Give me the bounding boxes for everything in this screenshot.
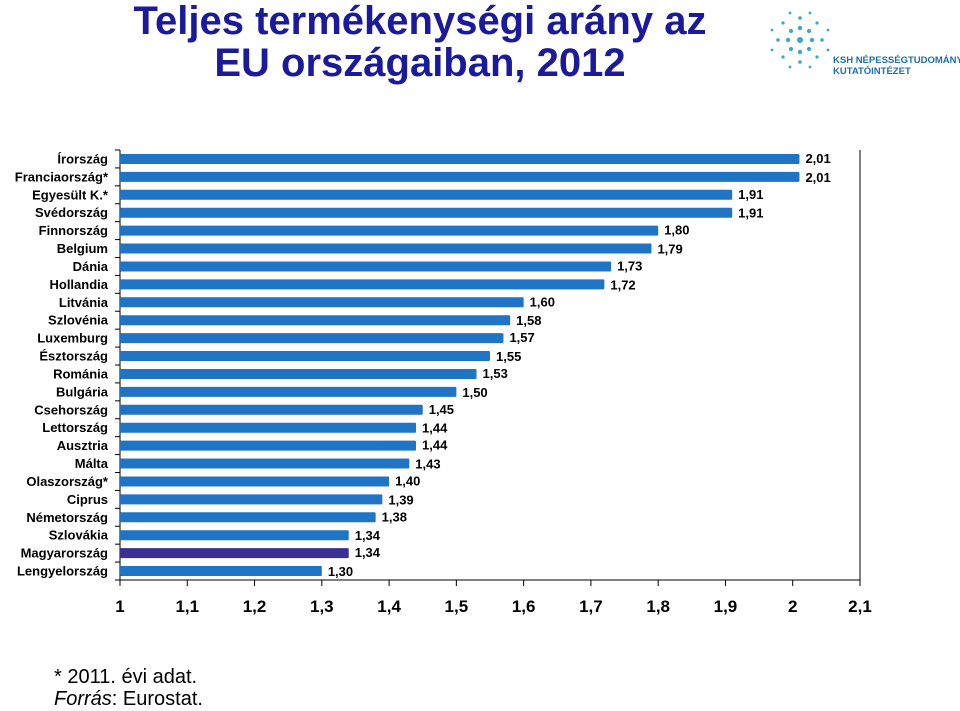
bar bbox=[120, 404, 423, 415]
category-label: Ausztria bbox=[57, 438, 109, 453]
value-label: 1,43 bbox=[415, 457, 440, 472]
logo-text-line-2: KUTATÓINTÉZET bbox=[833, 66, 911, 77]
value-label: 1,44 bbox=[422, 438, 448, 453]
category-label: Svédország bbox=[35, 205, 108, 220]
category-label: Lettország bbox=[42, 420, 108, 435]
x-tick-label: 2,1 bbox=[848, 597, 872, 616]
value-label: 1,58 bbox=[516, 313, 541, 328]
bar bbox=[120, 351, 490, 362]
value-label: 1,30 bbox=[328, 564, 353, 579]
bar bbox=[120, 476, 390, 487]
value-label: 1,39 bbox=[388, 492, 413, 507]
value-label: 1,72 bbox=[610, 277, 635, 292]
category-label: Szlovákia bbox=[49, 528, 109, 543]
value-label: 1,91 bbox=[738, 187, 763, 202]
category-label: Hollandia bbox=[49, 277, 108, 292]
category-label: Egyesült K.* bbox=[32, 187, 109, 202]
value-label: 1,73 bbox=[617, 258, 642, 273]
title-line-2: EU országaiban, 2012 bbox=[214, 41, 626, 85]
bar bbox=[120, 566, 322, 577]
source-note: Forrás: Eurostat. bbox=[54, 688, 203, 710]
value-label: 1,60 bbox=[530, 294, 555, 309]
x-tick-label: 1,1 bbox=[175, 597, 199, 616]
category-label: Lengyelország bbox=[17, 564, 108, 579]
bar bbox=[120, 315, 511, 326]
value-label: 1,45 bbox=[429, 402, 454, 417]
bar bbox=[120, 494, 383, 505]
bar bbox=[120, 458, 410, 469]
value-label: 1,55 bbox=[496, 349, 521, 364]
bar bbox=[120, 530, 349, 541]
category-label: Belgium bbox=[57, 241, 108, 256]
source-value: : Eurostat. bbox=[111, 688, 203, 710]
category-label: Bulgária bbox=[56, 384, 109, 399]
bar bbox=[120, 440, 416, 451]
value-label: 1,38 bbox=[382, 509, 407, 524]
bar bbox=[120, 333, 504, 344]
x-tick-label: 1 bbox=[115, 597, 124, 616]
bar bbox=[120, 153, 800, 164]
category-label: Írország bbox=[57, 151, 108, 166]
logo-emblem-icon bbox=[770, 11, 830, 69]
category-label: Ciprus bbox=[67, 492, 108, 507]
x-tick-label: 2 bbox=[788, 597, 797, 616]
value-label: 1,34 bbox=[355, 545, 381, 560]
title-line-1: Teljes termékenységi arány az bbox=[133, 0, 707, 43]
bar bbox=[120, 225, 659, 236]
x-tick-label: 1,4 bbox=[377, 597, 401, 616]
category-label: Csehország bbox=[34, 402, 108, 417]
category-label: Luxemburg bbox=[37, 331, 108, 346]
category-label: Litvánia bbox=[59, 295, 109, 310]
category-label: Észtország bbox=[39, 349, 108, 364]
x-tick-label: 1,9 bbox=[714, 597, 738, 616]
category-label: Málta bbox=[75, 456, 109, 471]
chart-title: Teljes termékenységi arány az EU országa… bbox=[100, 0, 740, 84]
bar bbox=[120, 512, 376, 523]
bar bbox=[120, 171, 800, 182]
source-label: Forrás bbox=[54, 688, 112, 710]
value-label: 1,50 bbox=[462, 385, 487, 400]
bar bbox=[120, 368, 477, 379]
category-label: Szlovénia bbox=[48, 313, 109, 328]
logo-text-line-1: KSH NÉPESSÉGTUDOMÁNYI bbox=[833, 55, 960, 66]
value-label: 2,01 bbox=[805, 170, 830, 185]
category-label: Magyarország bbox=[21, 546, 108, 561]
x-tick-label: 1,2 bbox=[243, 597, 267, 616]
category-label: Olaszország* bbox=[26, 474, 109, 489]
x-tick-label: 1,6 bbox=[512, 597, 536, 616]
bar bbox=[120, 261, 612, 272]
footnote: * 2011. évi adat. bbox=[54, 666, 198, 688]
x-tick-label: 1,8 bbox=[646, 597, 670, 616]
category-label: Románia bbox=[53, 366, 109, 381]
institute-logo bbox=[770, 11, 830, 69]
value-label: 1,79 bbox=[657, 242, 682, 257]
category-label: Finnország bbox=[39, 223, 108, 238]
value-label: 1,80 bbox=[664, 223, 689, 238]
value-label: 1,53 bbox=[483, 366, 508, 381]
x-tick-label: 1,5 bbox=[445, 597, 469, 616]
category-label: Dánia bbox=[73, 259, 109, 274]
value-label: 2,01 bbox=[805, 151, 830, 166]
bar bbox=[120, 386, 457, 397]
category-label: Németország bbox=[26, 510, 108, 525]
value-label: 1,57 bbox=[509, 330, 534, 345]
x-tick-label: 1,3 bbox=[310, 597, 334, 616]
bar bbox=[120, 422, 416, 433]
bar bbox=[120, 548, 349, 559]
bar bbox=[120, 243, 652, 254]
bar bbox=[120, 279, 605, 290]
bar bbox=[120, 297, 524, 308]
value-label: 1,44 bbox=[422, 421, 448, 436]
category-label: Franciaország* bbox=[15, 169, 109, 184]
value-label: 1,34 bbox=[355, 528, 381, 543]
bar bbox=[120, 207, 733, 218]
x-tick-label: 1,7 bbox=[579, 597, 603, 616]
value-label: 1,40 bbox=[395, 473, 420, 488]
value-label: 1,91 bbox=[738, 206, 763, 221]
bar bbox=[120, 189, 733, 200]
